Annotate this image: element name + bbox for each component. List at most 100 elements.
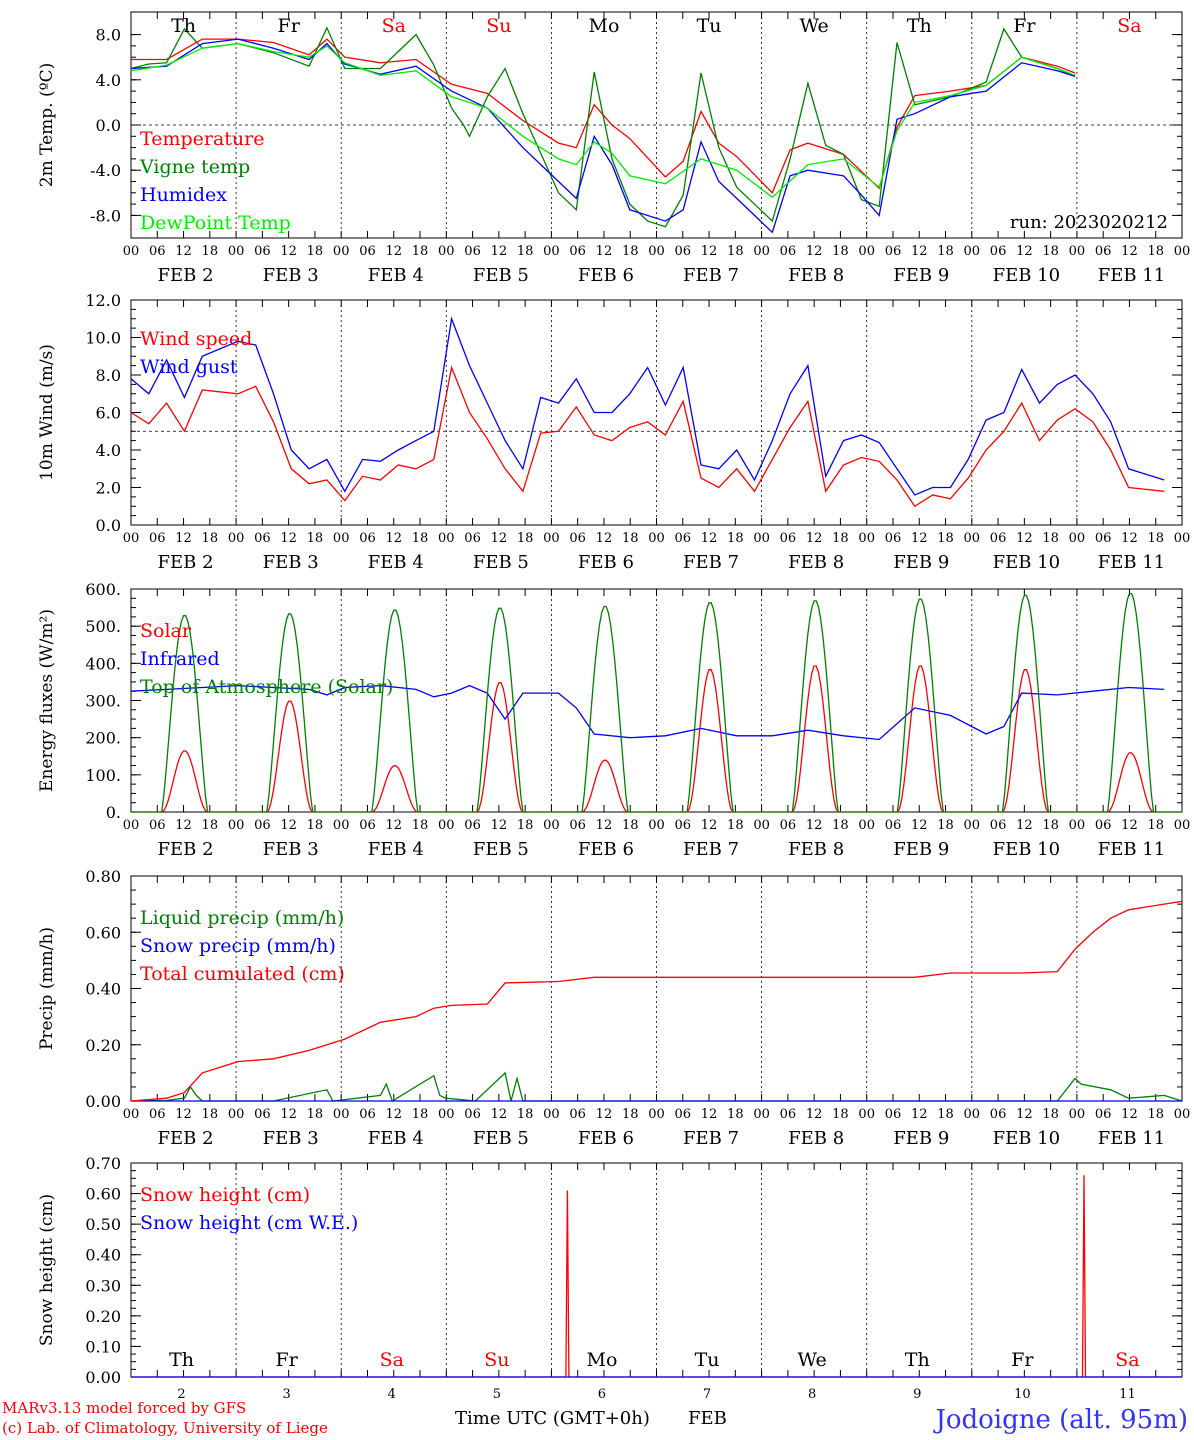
day-number: 6 <box>598 1387 606 1402</box>
x-hour-label: 12 <box>175 1107 192 1122</box>
x-date-label: FEB 6 <box>578 839 634 860</box>
legend-entry: Wind gust <box>140 356 238 378</box>
y-tick-label: 4.0 <box>96 71 121 90</box>
x-date-label: FEB 6 <box>578 552 634 573</box>
x-hour-label: 12 <box>280 531 297 546</box>
chart-panel-5: 0.00 0.10 0.20 0.30 0.40 0.50 0.60 0.70 Snow hei… <box>37 1154 1183 1387</box>
series-line-dewpoint-temp <box>130 42 1076 199</box>
x-hour-label: 18 <box>937 531 954 546</box>
x-date-label: FEB 9 <box>893 1128 949 1149</box>
x-hour-label: 12 <box>596 244 613 259</box>
x-hour-label: 18 <box>937 818 954 833</box>
series-line-total-cumulated-cm- <box>130 900 1183 1102</box>
series-line-liquid-precip-mm-h- <box>130 1071 1183 1102</box>
x-hour-label: 00 <box>964 531 981 546</box>
series-line-wind-speed <box>130 365 1165 508</box>
x-hour-label: 00 <box>858 1107 875 1122</box>
x-hour-label: 18 <box>1042 244 1059 259</box>
x-hour-label: 06 <box>464 244 481 259</box>
x-hour-label: 06 <box>990 1107 1007 1122</box>
x-date-label: FEB 3 <box>263 265 319 286</box>
x-hour-label: 06 <box>675 1107 692 1122</box>
x-hour-label: 06 <box>885 244 902 259</box>
x-hour-label: 12 <box>911 818 928 833</box>
x-hour-label: 12 <box>701 1107 718 1122</box>
x-hour-label: 00 <box>123 818 140 833</box>
x-hour-label: 06 <box>149 244 166 259</box>
x-hour-label: 18 <box>1147 818 1164 833</box>
x-date-label: FEB 9 <box>893 839 949 860</box>
x-hour-label: 06 <box>780 1107 797 1122</box>
x-hour-label: 00 <box>333 531 350 546</box>
y-tick-label: 8.0 <box>96 26 121 45</box>
x-hour-label: 00 <box>858 531 875 546</box>
x-date-label: FEB 4 <box>368 552 424 573</box>
x-date-label: FEB 7 <box>683 1128 739 1149</box>
day-number: 8 <box>808 1387 816 1402</box>
x-date-label: FEB 7 <box>683 265 739 286</box>
y-tick-label: 0.80 <box>85 867 121 886</box>
x-hour-label: 06 <box>149 818 166 833</box>
x-hour-label: 12 <box>1121 1107 1138 1122</box>
x-hour-label: 06 <box>1095 818 1112 833</box>
legend-entry: DewPoint Temp <box>140 212 291 234</box>
day-number: 11 <box>1119 1387 1136 1402</box>
x-hour-label: 06 <box>780 244 797 259</box>
x-hour-label: 12 <box>385 1107 402 1122</box>
day-name-bottom: Fr <box>1011 1349 1034 1371</box>
y-tick-label: 400. <box>85 654 121 673</box>
x-hour-label: 18 <box>727 531 744 546</box>
x-date-label: FEB 11 <box>1098 839 1165 860</box>
x-hour-label: 00 <box>543 244 560 259</box>
x-hour-label: 18 <box>1042 1107 1059 1122</box>
chart-panel-1: -8.0 -4.0 0.0 4.0 8.0 2m Temp. (ºC) 00 06 12 18 00… <box>37 11 1190 286</box>
x-date-label: FEB 4 <box>368 839 424 860</box>
x-hour-label: 18 <box>727 1107 744 1122</box>
x-hour-label: 12 <box>1016 1107 1033 1122</box>
y-tick-label: 0.00 <box>85 1368 121 1387</box>
day-number: 4 <box>388 1387 396 1402</box>
x-date-label: FEB 5 <box>473 839 529 860</box>
legend-entry: Temperature <box>140 128 264 150</box>
x-hour-label: 12 <box>701 531 718 546</box>
x-hour-label: 06 <box>254 818 271 833</box>
x-date-label: FEB 4 <box>368 1128 424 1149</box>
x-hour-label: 00 <box>438 244 455 259</box>
x-hour-label: 00 <box>228 818 245 833</box>
x-hour-label: 12 <box>596 1107 613 1122</box>
x-hour-label: 18 <box>937 1107 954 1122</box>
x-hour-label: 18 <box>202 244 219 259</box>
y-tick-label: 0.20 <box>85 1307 121 1326</box>
x-hour-label: 00 <box>1174 818 1191 833</box>
y-tick-label: 0.0 <box>96 516 121 535</box>
y-tick-label: 600. <box>85 580 121 599</box>
x-hour-label: 12 <box>1121 244 1138 259</box>
y-tick-label: 0.60 <box>85 923 121 942</box>
chart-panel-3: 0. 100. 200. 300. 400. 500. 600. Energy fluxes … <box>37 580 1190 860</box>
y-tick-label: 100. <box>85 766 121 785</box>
x-hour-label: 00 <box>438 818 455 833</box>
chart-panel-4: 0.00 0.20 0.40 0.60 0.80 Precip (mm/h) 00 06 12 1… <box>37 867 1190 1149</box>
x-hour-label: 06 <box>569 244 586 259</box>
x-date-label: FEB 3 <box>263 839 319 860</box>
y-tick-label: 8.0 <box>96 366 121 385</box>
x-date-label: FEB 8 <box>788 1128 844 1149</box>
x-hour-label: 06 <box>569 1107 586 1122</box>
x-date-label: FEB 2 <box>158 1128 214 1149</box>
series-line-temperature <box>131 38 1076 194</box>
x-hour-label: 12 <box>491 1107 508 1122</box>
x-hour-label: 00 <box>964 244 981 259</box>
x-hour-label: 18 <box>307 818 324 833</box>
day-name-bottom: Mo <box>586 1349 617 1371</box>
x-date-label: FEB 4 <box>368 265 424 286</box>
x-date-label: FEB 3 <box>263 552 319 573</box>
x-hour-label: 00 <box>228 531 245 546</box>
x-hour-label: 06 <box>1095 244 1112 259</box>
x-hour-label: 00 <box>543 1107 560 1122</box>
y-tick-label: -8.0 <box>90 206 121 225</box>
x-hour-label: 12 <box>175 531 192 546</box>
day-number: 10 <box>1014 1387 1031 1402</box>
x-date-label: FEB 10 <box>993 839 1060 860</box>
x-hour-label: 00 <box>753 244 770 259</box>
